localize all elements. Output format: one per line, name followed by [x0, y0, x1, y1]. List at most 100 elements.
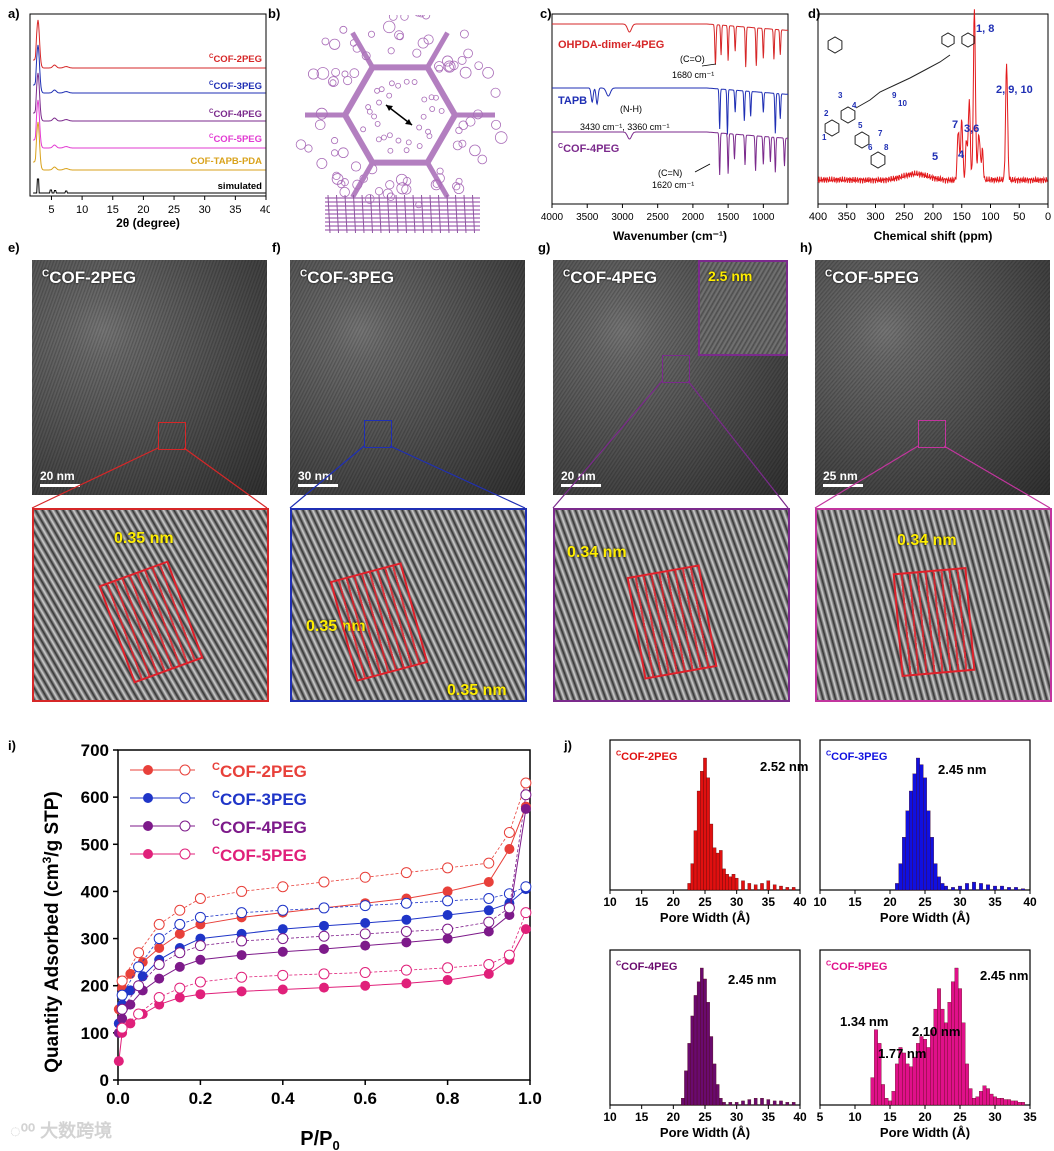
psd-bar — [697, 982, 700, 1105]
desorption-point — [443, 863, 453, 873]
watermark: ◌⁰⁰ 大数跨境 — [10, 1117, 112, 1143]
peg-chain — [331, 137, 337, 143]
structure-atom-number: 9 — [892, 91, 897, 100]
psd-bar — [885, 1098, 889, 1105]
peg-chain — [330, 80, 336, 86]
psd-title: CCOF-4PEG — [616, 960, 677, 973]
psd-bar — [972, 882, 976, 890]
psd-bar — [937, 989, 941, 1105]
isotherm-y-tick-label: 300 — [81, 930, 109, 949]
psd-bar — [1014, 1101, 1018, 1105]
psd-bar — [741, 881, 744, 890]
peg-chain — [387, 133, 392, 138]
psd-bar — [1004, 1100, 1008, 1105]
desorption-point — [195, 941, 205, 951]
psd-bar — [1007, 887, 1011, 890]
desorption-point — [278, 905, 288, 915]
adsorption-point — [175, 993, 185, 1003]
psd-bar — [937, 877, 941, 890]
pxrd-trace-label: CCOF-2PEG — [209, 53, 262, 65]
psd-bar — [944, 886, 948, 890]
desorption-point — [319, 969, 329, 979]
adsorption-point — [278, 984, 288, 994]
panel-label-e: e) — [8, 240, 20, 255]
peg-chain — [396, 83, 401, 88]
peg-chain — [330, 39, 340, 49]
scale-bar-line — [561, 484, 601, 487]
psd-bar — [786, 1102, 789, 1105]
desorption-point — [154, 919, 164, 929]
peg-chain — [460, 67, 471, 78]
pxrd-trace-labels: CCOF-2PEG CCOF-3PEG CCOF-4PEG CCOF-5PEG COF-… — [190, 53, 262, 192]
peg-chain — [296, 140, 306, 150]
adsorption-point — [195, 955, 205, 965]
ftir-anno-cn-1: (C=N) — [658, 168, 682, 178]
ftir-x-tick-label: 1000 — [752, 212, 775, 223]
lattice-spacing-label: 0.34 nm — [897, 532, 957, 550]
adsorption-point — [401, 915, 411, 925]
adsorption-point — [175, 962, 185, 972]
desorption-point — [175, 948, 185, 958]
psd-bar — [773, 1101, 776, 1105]
psd-bar — [1018, 1102, 1022, 1105]
overlay-model — [98, 560, 203, 683]
isotherm-y-tick-label: 700 — [81, 741, 109, 760]
psd-bar — [792, 887, 795, 890]
tem-title: CCOF-2PEG — [42, 268, 136, 288]
adsorption-point — [360, 941, 370, 951]
psd-bar — [779, 886, 782, 890]
psd-bar — [948, 1002, 952, 1105]
psd-x-tick-label: 20 — [667, 1110, 681, 1124]
psd-x-tick-label: 35 — [762, 1110, 776, 1124]
psd-subplot: 5 10 15 20 25 30 35Pore Width (Å)CCOF-5PEG2.45… — [817, 950, 1037, 1140]
peg-chain — [427, 134, 432, 139]
pxrd-x-tick-label: 30 — [199, 204, 211, 216]
peg-chain — [387, 193, 395, 201]
peg-chain — [412, 80, 417, 85]
psd-bar — [986, 885, 990, 890]
benzene-ring — [828, 37, 842, 53]
scale-bar-label: 20 nm — [561, 469, 596, 483]
adsorption-point — [504, 844, 514, 854]
peg-chain — [397, 33, 404, 40]
isotherm-x-tick-label: 0.8 — [436, 1089, 460, 1108]
psd-bar — [748, 1100, 751, 1105]
psd-bar — [934, 864, 938, 890]
psd-subplot: 10 15 20 25 30 35 40Pore Width (Å)CCOF-4PEG2.4… — [603, 950, 807, 1140]
adsorption-point — [401, 937, 411, 947]
desorption-point — [134, 1009, 144, 1019]
psd-x-tick-label: 40 — [1023, 895, 1037, 909]
psd-x-tick-label: 30 — [730, 895, 744, 909]
psd-bar — [902, 837, 906, 890]
psd-bar — [923, 778, 927, 890]
peg-chain — [367, 109, 372, 114]
peg-chain — [421, 114, 426, 119]
peg-chain — [375, 188, 382, 195]
psd-bar — [920, 765, 924, 890]
psd-bar — [729, 1102, 732, 1105]
psd-bar — [741, 1101, 744, 1105]
pore-size-distribution: 10 15 20 25 30 35 40Pore Width (Å)CCOF-2PEG2.5… — [580, 730, 1054, 1151]
psd-bar — [722, 1102, 725, 1105]
tem-title: CCOF-5PEG — [825, 268, 919, 288]
psd-x-tick-label: 30 — [988, 1110, 1002, 1124]
legend-marker-open — [180, 765, 190, 775]
structure-atom-number: 6 — [868, 143, 873, 152]
adsorption-point — [443, 910, 453, 920]
desorption-point — [504, 828, 514, 838]
legend-label: CCOF-4PEG — [212, 817, 307, 837]
adsorption-point — [443, 975, 453, 985]
desorption-point — [360, 901, 370, 911]
psd-bar — [681, 1098, 684, 1105]
desorption-point — [154, 960, 164, 970]
psd-peak-annotation: 2.45 nm — [728, 972, 776, 987]
structure-atom-number: 10 — [898, 99, 907, 108]
pxrd-trace-label: CCOF-4PEG — [209, 108, 262, 120]
benzene-ring — [871, 152, 885, 168]
desorption-point — [521, 882, 531, 892]
panel-label-f: f) — [272, 240, 281, 255]
psd-bar — [969, 1089, 973, 1105]
adsorption-point — [360, 918, 370, 928]
ftir-x-label: Wavenumber (cm⁻¹) — [613, 229, 727, 243]
tem-zoom-box — [364, 420, 392, 448]
